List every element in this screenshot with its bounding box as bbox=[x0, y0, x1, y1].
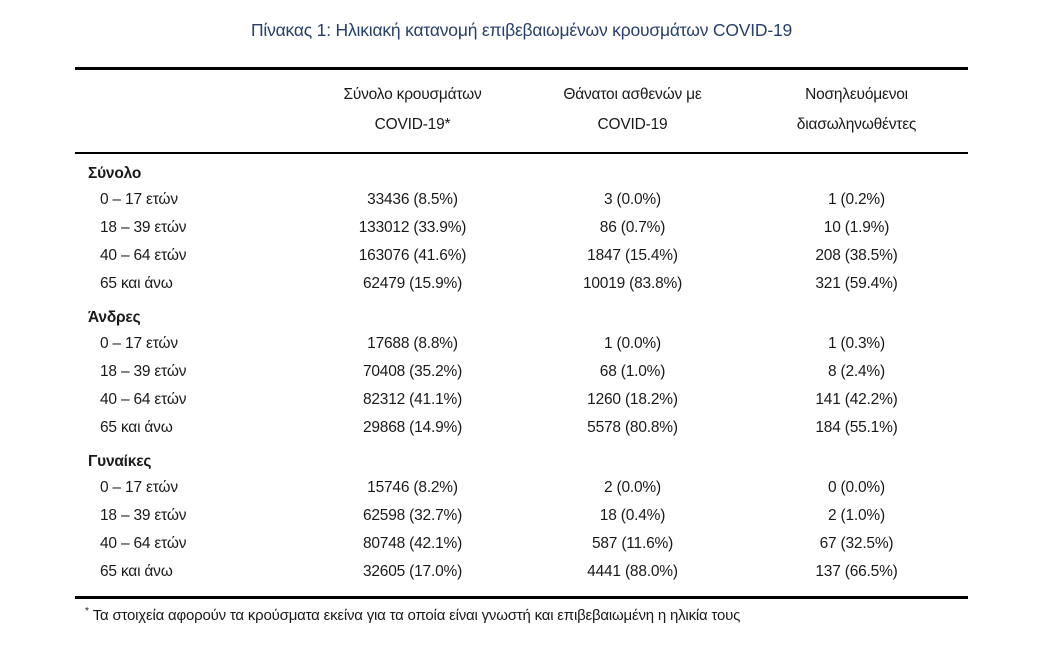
table-row: 40 – 64 ετών 82312 (41.1%) 1260 (18.2%) … bbox=[75, 386, 968, 414]
cell-cases: 133012 (33.9%) bbox=[358, 219, 467, 236]
table-row: 18 – 39 ετών 62598 (32.7%) 18 (0.4%) 2 (… bbox=[75, 502, 968, 530]
cell-cases: 17688 (8.8%) bbox=[367, 335, 458, 352]
table-title: Πίνακας 1: Ηλικιακή κατανομή επιβεβαιωμέ… bbox=[250, 20, 793, 40]
header-total-cases-line1: Σύνολο κρουσμάτων bbox=[343, 86, 482, 103]
cell-intubated: 208 (38.5%) bbox=[815, 247, 898, 264]
cell-deaths: 4441 (88.0%) bbox=[587, 563, 678, 580]
document-page: Πίνακας 1: Ηλικιακή κατανομή επιβεβαιωμέ… bbox=[75, 0, 968, 624]
footnote-asterisk: * bbox=[85, 606, 89, 617]
row-label: 18 – 39 ετών bbox=[100, 219, 187, 236]
row-label: 18 – 39 ετών bbox=[100, 507, 187, 524]
cell-intubated: 321 (59.4%) bbox=[815, 275, 898, 292]
cell-cases: 62479 (15.9%) bbox=[362, 275, 463, 292]
header-intubated-line1: Νοσηλευόμενοι bbox=[805, 86, 908, 103]
row-label: 0 – 17 ετών bbox=[100, 191, 178, 208]
cell-intubated: 10 (1.9%) bbox=[823, 219, 890, 236]
table-header-row: Σύνολο κρουσμάτων COVID-19* Θάνατοι ασθε… bbox=[75, 70, 968, 154]
cell-deaths: 2 (0.0%) bbox=[604, 479, 661, 496]
row-label: 0 – 17 ετών bbox=[100, 335, 178, 352]
table-footnote: * Τα στοιχεία αφορούν τα κρούσματα εκείνα… bbox=[75, 606, 968, 625]
cell-deaths: 1847 (15.4%) bbox=[587, 247, 678, 264]
covid-age-distribution-table: Σύνολο κρουσμάτων COVID-19* Θάνατοι ασθε… bbox=[75, 67, 968, 599]
cell-deaths: 3 (0.0%) bbox=[604, 191, 661, 208]
section-header-women: Γυναίκες bbox=[88, 453, 152, 470]
cell-cases: 15746 (8.2%) bbox=[367, 479, 458, 496]
cell-intubated: 2 (1.0%) bbox=[828, 507, 885, 524]
header-deaths-line1: Θάνατοι ασθενών με bbox=[563, 86, 702, 103]
row-label: 40 – 64 ετών bbox=[100, 247, 187, 264]
cell-cases: 163076 (41.6%) bbox=[358, 247, 467, 264]
cell-intubated: 184 (55.1%) bbox=[815, 419, 898, 436]
header-deaths: Θάνατοι ασθενών με COVID-19 bbox=[520, 80, 745, 140]
table-row: 65 και άνω 29868 (14.9%) 5578 (80.8%) 18… bbox=[75, 414, 968, 442]
row-label: 65 και άνω bbox=[100, 563, 173, 580]
cell-cases: 29868 (14.9%) bbox=[362, 419, 463, 436]
table-row: 18 – 39 ετών 70408 (35.2%) 68 (1.0%) 8 (… bbox=[75, 358, 968, 386]
cell-intubated: 8 (2.4%) bbox=[828, 363, 885, 380]
table-row: 0 – 17 ετών 15746 (8.2%) 2 (0.0%) 0 (0.0… bbox=[75, 474, 968, 502]
cell-intubated: 0 (0.0%) bbox=[828, 479, 885, 496]
cell-cases: 62598 (32.7%) bbox=[362, 507, 463, 524]
row-label: 18 – 39 ετών bbox=[100, 363, 187, 380]
cell-intubated: 1 (0.3%) bbox=[828, 335, 885, 352]
table-row: 40 – 64 ετών 163076 (41.6%) 1847 (15.4%)… bbox=[75, 242, 968, 270]
header-total-cases-line2: COVID-19* bbox=[374, 116, 451, 133]
header-intubated: Νοσηλευόμενοι διασωληνωθέντες bbox=[745, 80, 968, 140]
cell-deaths: 5578 (80.8%) bbox=[587, 419, 678, 436]
cell-deaths: 10019 (83.8%) bbox=[582, 275, 683, 292]
table-row: 65 και άνω 62479 (15.9%) 10019 (83.8%) 3… bbox=[75, 270, 968, 298]
section-header-total: Σύνολο bbox=[88, 165, 142, 182]
cell-intubated: 137 (66.5%) bbox=[815, 563, 898, 580]
cell-cases: 80748 (42.1%) bbox=[362, 535, 463, 552]
cell-cases: 82312 (41.1%) bbox=[362, 391, 463, 408]
row-label: 65 και άνω bbox=[100, 275, 173, 292]
header-total-cases: Σύνολο κρουσμάτων COVID-19* bbox=[305, 80, 520, 140]
cell-intubated: 141 (42.2%) bbox=[815, 391, 898, 408]
row-label: 0 – 17 ετών bbox=[100, 479, 178, 496]
row-label: 40 – 64 ετών bbox=[100, 535, 187, 552]
table-row: 18 – 39 ετών 133012 (33.9%) 86 (0.7%) 10… bbox=[75, 214, 968, 242]
table-row: 40 – 64 ετών 80748 (42.1%) 587 (11.6%) 6… bbox=[75, 530, 968, 558]
cell-deaths: 1 (0.0%) bbox=[604, 335, 661, 352]
cell-deaths: 1260 (18.2%) bbox=[587, 391, 678, 408]
cell-intubated: 67 (32.5%) bbox=[819, 535, 894, 552]
table-body: Σύνολο 0 – 17 ετών 33436 (8.5%) 3 (0.0%)… bbox=[75, 154, 968, 596]
table-row: 0 – 17 ετών 17688 (8.8%) 1 (0.0%) 1 (0.3… bbox=[75, 330, 968, 358]
table-row: 65 και άνω 32605 (17.0%) 4441 (88.0%) 13… bbox=[75, 558, 968, 586]
cell-deaths: 68 (1.0%) bbox=[599, 363, 666, 380]
table-row: 0 – 17 ετών 33436 (8.5%) 3 (0.0%) 1 (0.2… bbox=[75, 186, 968, 214]
header-intubated-line2: διασωληνωθέντες bbox=[796, 116, 917, 133]
cell-cases: 32605 (17.0%) bbox=[362, 563, 463, 580]
cell-cases: 33436 (8.5%) bbox=[367, 191, 458, 208]
row-label: 65 και άνω bbox=[100, 419, 173, 436]
footnote-text: Τα στοιχεία αφορούν τα κρούσματα εκείνα … bbox=[92, 607, 741, 624]
cell-cases: 70408 (35.2%) bbox=[362, 363, 463, 380]
cell-deaths: 587 (11.6%) bbox=[591, 535, 674, 552]
cell-deaths: 18 (0.4%) bbox=[599, 507, 666, 524]
section-header-men: Άνδρες bbox=[88, 309, 141, 326]
header-deaths-line2: COVID-19 bbox=[597, 116, 668, 133]
row-label: 40 – 64 ετών bbox=[100, 391, 187, 408]
cell-deaths: 86 (0.7%) bbox=[599, 219, 666, 236]
cell-intubated: 1 (0.2%) bbox=[828, 191, 885, 208]
